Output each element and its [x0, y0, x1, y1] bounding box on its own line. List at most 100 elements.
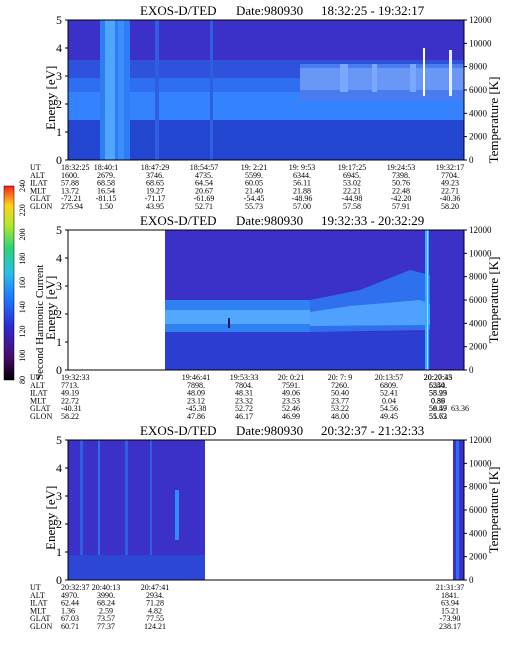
- orbit-cell: 19:17:25: [338, 163, 366, 172]
- orbit-cell: 1600.: [61, 171, 79, 180]
- orbit-cell: 6809.: [380, 381, 398, 390]
- orbit-row-label: ALT: [30, 591, 45, 600]
- orbit-cell: 43.95: [146, 202, 164, 211]
- orbit-cell: 7804.: [235, 381, 253, 390]
- y2-tick-label: 12000: [469, 435, 492, 445]
- orbit-row-label: MLT: [30, 396, 46, 405]
- y-tick-label: 5: [56, 433, 62, 447]
- y-tick-label: 3: [56, 489, 62, 503]
- orbit-cell: 20:20:45: [424, 373, 452, 382]
- orbit-cell: 1.36: [61, 606, 75, 615]
- y2-tick-label: 12000: [469, 225, 492, 235]
- orbit-cell: 50.40: [331, 389, 349, 398]
- orbit-cell: 6945.: [343, 171, 361, 180]
- orbit-cell: 19:53:33: [230, 373, 258, 382]
- orbit-row-label: UT: [30, 163, 41, 172]
- orbit-cell: 1841.: [441, 591, 459, 600]
- orbit-cell: 18:54:57: [190, 163, 218, 172]
- orbit-cell: 77.37: [97, 622, 115, 631]
- orbit-row-label: GLAT: [30, 614, 51, 623]
- orbit-cell: 46.99: [282, 412, 300, 421]
- orbit-cell: 53.22: [331, 404, 349, 413]
- orbit-cell: -61.69: [194, 194, 215, 203]
- panel-3-date: Date:980930: [236, 423, 303, 438]
- panel-1-title: EXOS-D/TED: [140, 3, 217, 18]
- panel-3-ylabel: Energy [eV]: [43, 486, 58, 550]
- orbit-cell: 19: 9:53: [289, 163, 315, 172]
- y2-tick-label: 6000: [469, 85, 488, 95]
- orbit-cell: 7591.: [282, 381, 300, 390]
- orbit-cell: 0.39: [431, 396, 445, 405]
- orbit-cell: 22.71: [441, 186, 459, 195]
- orbit-cell: 19:32:33: [61, 373, 89, 382]
- y2-tick-label: 10000: [469, 38, 492, 48]
- orbit-cell: -48.96: [292, 194, 313, 203]
- panel-1-y2-ticks: 0 2000 4000 6000 8000 10000 12000: [464, 15, 492, 165]
- y-tick-label: 2: [56, 307, 62, 321]
- orbit-cell: 22.48: [392, 186, 410, 195]
- orbit-cell: 52.46: [282, 404, 300, 413]
- orbit-cell: -44.98: [342, 194, 363, 203]
- orbit-cell: 13.72: [61, 186, 79, 195]
- y2-tick-label: 2000: [469, 552, 488, 562]
- panel-1-spectrogram: [67, 19, 465, 161]
- panel-2-ylabel: Energy [eV]: [43, 276, 58, 340]
- panel-2-title: EXOS-D/TED: [140, 213, 217, 228]
- panel-1-ylabel: Energy [eV]: [43, 66, 58, 130]
- panel-2-y2label: Temperature [K]: [486, 257, 501, 344]
- orbit-cell: -40.31: [61, 404, 82, 413]
- panel-1: EXOS-D/TED Date:980930 18:32:25 - 19:32:…: [30, 3, 501, 211]
- orbit-cell: 68.58: [97, 179, 115, 188]
- orbit-row-label: ILAT: [30, 599, 47, 608]
- orbit-cell: 68.24: [97, 599, 115, 608]
- colorbar-tick-label: 220: [18, 204, 27, 216]
- panel-2: EXOS-D/TED Date:980930 19:32:33 - 20:32:…: [30, 213, 501, 421]
- y2-tick-label: 8000: [469, 272, 488, 282]
- orbit-cell: 22.72: [61, 396, 79, 405]
- orbit-cell: 67.03: [61, 614, 79, 623]
- orbit-cell: 20:40:13: [92, 583, 120, 592]
- orbit-cell: 20:47:41: [141, 583, 169, 592]
- orbit-cell: 15.21: [441, 606, 459, 615]
- y-tick-label: 1: [56, 335, 62, 349]
- orbit-row-label: ALT: [30, 171, 45, 180]
- orbit-row-label: GLAT: [30, 404, 51, 413]
- orbit-row-label: GLON: [30, 622, 52, 631]
- panel-2-spectrogram: [67, 229, 465, 371]
- orbit-row-label: ILAT: [30, 389, 47, 398]
- orbit-cell: 5554.: [429, 381, 447, 390]
- y-tick-label: 3: [56, 279, 62, 293]
- orbit-cell: 58.22: [61, 412, 79, 421]
- orbit-cell: 46.17: [235, 412, 253, 421]
- orbit-cell: -81.15: [96, 194, 117, 203]
- y-tick-label: 0: [56, 573, 62, 587]
- orbit-cell: 54.56: [380, 404, 398, 413]
- orbit-cell: 68.65: [146, 179, 164, 188]
- y2-tick-label: 10000: [469, 458, 492, 468]
- orbit-cell: 57.58: [343, 202, 361, 211]
- colorbar-tick-label: 80: [18, 376, 27, 384]
- orbit-cell: 48.00: [331, 412, 349, 421]
- y2-tick-label: 2000: [469, 132, 488, 142]
- orbit-cell: 52.72: [235, 404, 253, 413]
- orbit-cell: -40.36: [440, 194, 461, 203]
- orbit-cell: 20.67: [195, 186, 213, 195]
- y2-tick-label: 8000: [469, 482, 488, 492]
- colorbar-tick-label: 160: [18, 277, 27, 289]
- orbit-cell: 124.21: [144, 622, 166, 631]
- y2-tick-label: 10000: [469, 248, 492, 258]
- orbit-cell: 20:27:33: [424, 373, 452, 382]
- orbit-cell: 57.00: [293, 202, 311, 211]
- y-tick-label: 4: [56, 251, 62, 265]
- orbit-cell: 52.41: [380, 389, 398, 398]
- orbit-cell: 64.54: [195, 179, 213, 188]
- y-tick-label: 4: [56, 461, 62, 475]
- orbit-cell: 63.36: [451, 404, 469, 413]
- orbit-cell: 23.77: [331, 396, 349, 405]
- orbit-cell: 49.45: [380, 412, 398, 421]
- colorbar-label: Second Harmonic Current: [34, 265, 46, 380]
- orbit-cell: 21.40: [245, 186, 263, 195]
- orbit-cell: 49.06: [282, 389, 300, 398]
